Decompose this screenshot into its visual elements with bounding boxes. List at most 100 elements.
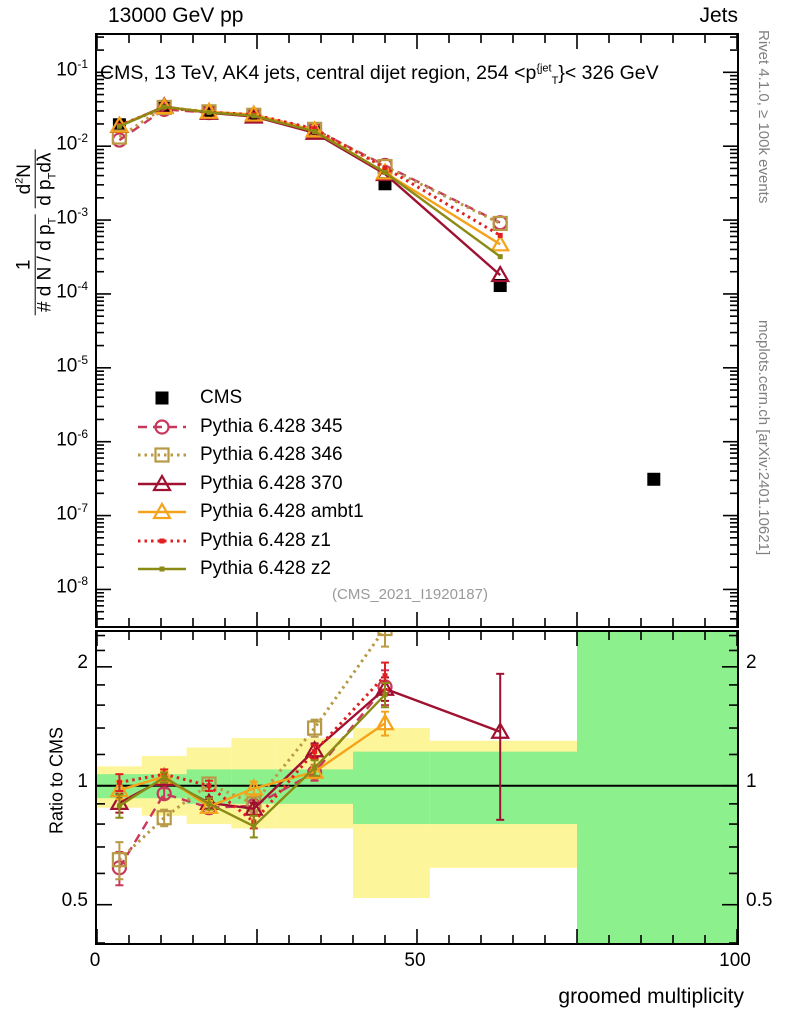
main-plot-panel xyxy=(95,33,739,628)
legend-item-pythia-6-428-370[interactable]: Pythia 6.428 370 xyxy=(138,470,364,499)
y-label-frac2-numerator: d2N xyxy=(14,149,36,209)
ratio-data-point xyxy=(161,774,167,780)
legend-marker xyxy=(152,502,172,520)
data-point xyxy=(116,123,122,129)
header-category-label: Jets xyxy=(699,4,738,27)
band-green xyxy=(577,632,737,943)
legend-label: Pythia 6.428 345 xyxy=(200,415,343,437)
rivet-credit: Rivet 4.1.0, ≥ 100k events xyxy=(755,30,772,204)
plot-title: CMS, 13 TeV, AK4 jets, central dijet reg… xyxy=(100,62,659,87)
legend-label: Pythia 6.428 ambt1 xyxy=(200,501,364,523)
main-y-tick-label: 10-8 xyxy=(56,574,88,598)
data-point xyxy=(497,254,503,260)
band-green xyxy=(429,751,577,825)
data-point xyxy=(251,113,257,119)
ratio-data-point xyxy=(156,810,172,826)
ratio-y-tick-label-right: 2 xyxy=(746,651,757,673)
ratio-data-point xyxy=(382,692,388,698)
legend-item-pythia-6-428-346[interactable]: Pythia 6.428 346 xyxy=(138,441,364,470)
x-tick-label: 100 xyxy=(719,950,751,971)
ratio-data-point xyxy=(490,721,511,739)
analysis-watermark: (CMS_2021_I1920187) xyxy=(332,586,488,603)
legend-key-open-square-icon xyxy=(138,445,186,465)
ratio-line xyxy=(119,722,386,809)
main-plot-canvas xyxy=(97,35,737,626)
x-axis-label: groomed multiplicity xyxy=(558,985,744,1008)
ratio-data-point xyxy=(312,765,318,771)
legend-marker xyxy=(152,473,172,491)
legend-label: Pythia 6.428 346 xyxy=(200,444,343,466)
legend-label: Pythia 6.428 z2 xyxy=(200,558,331,580)
data-point xyxy=(243,104,264,122)
series-line xyxy=(118,105,501,258)
ratio-y-tick-label-left: 1 xyxy=(77,770,88,792)
legend-item-pythia-6-428-z2[interactable]: Pythia 6.428 z2 xyxy=(138,555,364,584)
y-label-fraction-2: d2N d pTdλ xyxy=(14,149,60,209)
legend-key-open-circle-icon xyxy=(138,417,186,437)
ratio-data-point xyxy=(116,779,122,785)
legend-key-open-triangle-icon xyxy=(138,502,186,522)
ratio-plot-canvas xyxy=(97,632,737,943)
data-point xyxy=(312,129,318,135)
legend-item-pythia-6-428-z1[interactable]: Pythia 6.428 z1 xyxy=(138,527,364,556)
data-point xyxy=(161,104,167,110)
uncertainty-bands xyxy=(97,632,737,943)
legend-item-pythia-6-428-ambt1[interactable]: Pythia 6.428 ambt1 xyxy=(138,498,364,527)
ratio-data-point xyxy=(156,786,172,802)
data-point xyxy=(490,234,511,252)
ratio-line xyxy=(118,693,386,828)
ratio-data-point xyxy=(377,632,393,637)
legend-key-small-dot-icon xyxy=(138,531,186,551)
ratio-data-point xyxy=(206,783,212,789)
ratio-data-point xyxy=(382,673,388,679)
ratio-series-group xyxy=(109,632,511,887)
data-point xyxy=(490,264,511,283)
ratio-y-tick-label-left: 2 xyxy=(77,651,88,673)
ratio-data-point xyxy=(111,852,127,868)
plot-title-pre: CMS, 13 TeV, AK4 jets, central dijet reg… xyxy=(100,62,537,84)
legend-item-pythia-6-428-345[interactable]: Pythia 6.428 345 xyxy=(138,413,364,442)
main-y-tick-label: 10-6 xyxy=(56,426,88,451)
main-axis-ticks xyxy=(97,35,737,626)
header-beam-label: 13000 GeV pp xyxy=(108,4,244,27)
main-y-tick-label: 10-4 xyxy=(56,278,88,303)
mcplots-credit: mcplots.cern.ch [arXiv:2401.10621] xyxy=(755,320,772,556)
ratio-axis-ticks xyxy=(97,632,737,943)
ratio-series-pythia-6-428-ambt1 xyxy=(109,710,395,814)
ratio-data-point xyxy=(375,712,395,731)
ratio-y-tick-label-left: 0.5 xyxy=(61,889,88,911)
ratio-plot-panel xyxy=(95,630,739,945)
legend-marker xyxy=(159,538,165,544)
x-tick-label: 50 xyxy=(404,950,426,971)
main-y-axis-label: 1 # d N / d pT d2N d pTdλ xyxy=(14,67,60,397)
legend-marker xyxy=(159,566,165,572)
ratio-data-point xyxy=(243,798,264,816)
data-point xyxy=(497,232,503,238)
main-y-tick-label: 10-3 xyxy=(56,205,88,229)
plot-title-sub: T xyxy=(551,74,559,87)
data-point xyxy=(493,279,507,293)
x-tick-label: 0 xyxy=(89,950,101,971)
legend-item-cms[interactable]: CMS xyxy=(138,384,364,413)
main-y-tick-label: 10-7 xyxy=(56,500,88,524)
legend-key-filled-square-icon xyxy=(138,388,186,408)
main-y-tick-label: 10-5 xyxy=(56,352,88,377)
ratio-series-pythia-6-428-z2 xyxy=(115,682,389,839)
ratio-y-tick-label-right: 0.5 xyxy=(746,889,773,911)
main-y-tick-label: 10-2 xyxy=(56,131,88,155)
ratio-data-point xyxy=(206,801,212,807)
legend-label: CMS xyxy=(200,387,243,409)
data-point xyxy=(154,96,175,115)
ratio-data-point xyxy=(116,803,122,809)
legend-label: Pythia 6.428 370 xyxy=(200,472,343,494)
plot-title-post: }< 326 GeV xyxy=(558,62,659,84)
ratio-data-point xyxy=(251,823,257,829)
y-label-frac2-denominator: d pTdλ xyxy=(34,152,59,206)
data-point xyxy=(382,170,388,176)
legend-key-small-dot-icon xyxy=(138,559,186,579)
main-y-tick-label: 10-1 xyxy=(56,57,88,81)
ratio-data-point xyxy=(243,778,264,796)
ratio-data-point xyxy=(312,749,318,755)
legend-marker xyxy=(155,391,169,405)
data-point xyxy=(382,165,388,171)
